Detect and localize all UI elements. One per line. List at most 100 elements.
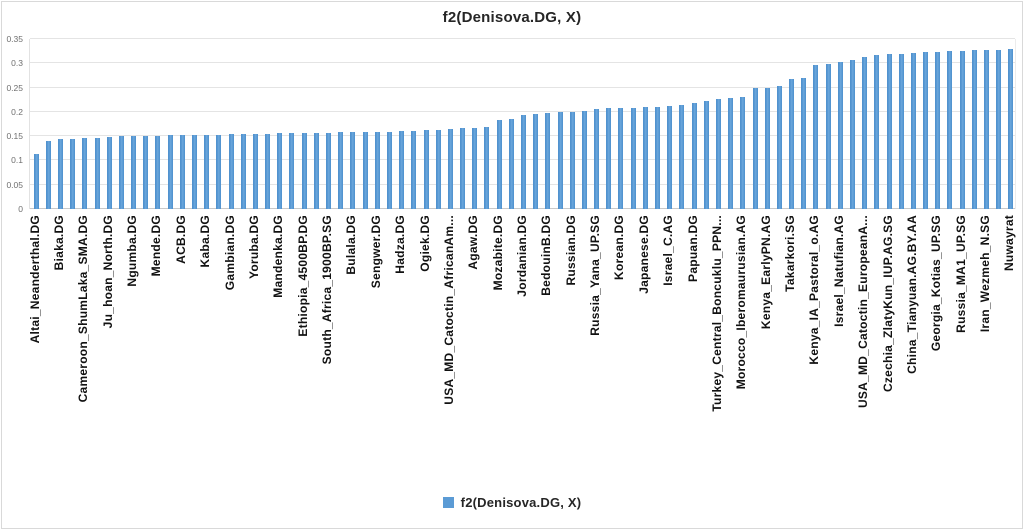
bar xyxy=(508,118,514,209)
x-category-label: Takarkori.SG xyxy=(783,215,798,292)
bar xyxy=(33,153,39,209)
bar xyxy=(740,97,746,209)
bar xyxy=(606,108,612,209)
bar xyxy=(155,135,161,209)
x-category-label: Czechia_ZlatyKun_IUP.AG.SG xyxy=(880,215,895,392)
bar xyxy=(618,107,624,209)
x-category-label: Ju_hoan_North.DG xyxy=(100,215,115,329)
x-category-label: Russia_Yana_UP.SG xyxy=(588,215,603,336)
bar xyxy=(667,106,673,209)
x-category-label: Sengwer.DG xyxy=(368,215,383,289)
bar xyxy=(374,131,380,209)
y-tick-label: 0.25 xyxy=(6,82,23,93)
x-category-label: Cameroon_ShumLaka_SMA.DG xyxy=(76,215,91,403)
bar xyxy=(216,134,222,209)
bar xyxy=(301,132,307,209)
bar xyxy=(289,133,295,209)
bar xyxy=(947,51,953,209)
bar xyxy=(789,79,795,209)
bar xyxy=(57,139,63,209)
gridline xyxy=(30,86,1015,88)
x-category-label: Turkey_Central_Boncuklu_PPN... xyxy=(709,215,724,412)
x-category-label: Israel_Natufian.AG xyxy=(831,215,846,327)
x-category-label: Gambian.DG xyxy=(222,215,237,291)
bar xyxy=(923,52,929,209)
y-axis-labels: 0 0.05 0.1 0.15 0.2 0.25 0.3 0.35 xyxy=(2,34,25,214)
bar xyxy=(837,62,843,209)
x-category-label: Korean.DG xyxy=(612,215,627,280)
bar xyxy=(545,112,551,209)
bar xyxy=(70,138,76,209)
bar xyxy=(984,49,990,209)
chart-title: f2(Denisova.DG, X) xyxy=(442,9,582,26)
x-category-label: South_Africa_1900BP.SG xyxy=(320,215,335,365)
x-category-label: Agaw.DG xyxy=(466,215,481,270)
x-category-label: Morocco_Iberomaurusian.AG xyxy=(734,215,749,390)
x-category-label: Israel_C.AG xyxy=(661,215,676,286)
x-category-label: Hadza.DG xyxy=(393,215,408,274)
x-category-label: China_Tianyuan.AG.BY.AA xyxy=(904,215,919,374)
y-tick-label: 0.3 xyxy=(11,58,23,69)
bar xyxy=(45,141,51,209)
bar xyxy=(752,88,758,209)
x-category-label: Nuwayrat xyxy=(1002,215,1017,272)
gridline xyxy=(30,110,1015,112)
x-category-label: BedouinB.DG xyxy=(539,215,554,296)
bar xyxy=(228,134,234,209)
bar xyxy=(338,132,344,209)
bar xyxy=(423,130,429,209)
bar xyxy=(557,112,563,209)
bar xyxy=(703,101,709,209)
y-tick-label: 0.15 xyxy=(6,131,23,142)
bar xyxy=(1008,49,1014,209)
bar xyxy=(679,104,685,209)
x-category-label: Jordanian.DG xyxy=(515,215,529,297)
bar xyxy=(411,130,417,209)
x-category-label: Mende.DG xyxy=(149,215,164,277)
y-tick-label: 0 xyxy=(18,204,23,214)
bar xyxy=(862,57,868,209)
y-tick-label: 0.35 xyxy=(6,34,23,44)
bar xyxy=(594,109,600,209)
x-category-label: USA_MD_Catoctin_AfricanAm... xyxy=(441,215,456,405)
x-category-label: Russia_MA1_UP.SG xyxy=(953,215,968,333)
x-category-label: Ethiopia_4500BP.DG xyxy=(295,215,310,337)
bar xyxy=(252,133,258,209)
x-category-label: Papuan.DG xyxy=(685,215,700,282)
x-category-label: Kenya_EarlyPN.AG xyxy=(758,215,773,330)
bar xyxy=(313,132,319,209)
bar xyxy=(326,132,332,209)
y-tick-label: 0.2 xyxy=(11,106,23,117)
bar xyxy=(850,59,855,209)
bar xyxy=(460,128,466,209)
plot-area xyxy=(29,38,1016,209)
legend: f2(Denisova.DG, X) xyxy=(2,495,1022,510)
bar xyxy=(655,107,661,209)
bar xyxy=(362,132,368,209)
bar xyxy=(399,131,405,209)
x-category-label: Kaba.DG xyxy=(198,215,213,268)
bar xyxy=(265,133,271,209)
bar xyxy=(971,49,977,209)
bar xyxy=(167,135,173,209)
x-category-label: Mandenka.DG xyxy=(271,215,286,298)
bar xyxy=(825,63,831,209)
legend-label: f2(Denisova.DG, X) xyxy=(460,495,582,510)
bar xyxy=(484,127,490,209)
bar xyxy=(82,138,88,209)
x-category-label: Japanese.DG xyxy=(636,215,651,294)
legend-marker-swatch xyxy=(442,497,454,508)
bar xyxy=(630,107,636,209)
x-category-label: Iran_Wezmeh_N.SG xyxy=(978,215,993,333)
bar xyxy=(642,107,648,209)
bar xyxy=(496,119,502,209)
bar xyxy=(118,136,124,209)
bar xyxy=(192,134,197,209)
bar xyxy=(935,51,941,209)
bar xyxy=(776,85,782,209)
bar xyxy=(764,87,770,209)
bar xyxy=(728,98,734,209)
bar xyxy=(521,115,526,209)
x-category-label: Bulala.DG xyxy=(344,215,359,275)
